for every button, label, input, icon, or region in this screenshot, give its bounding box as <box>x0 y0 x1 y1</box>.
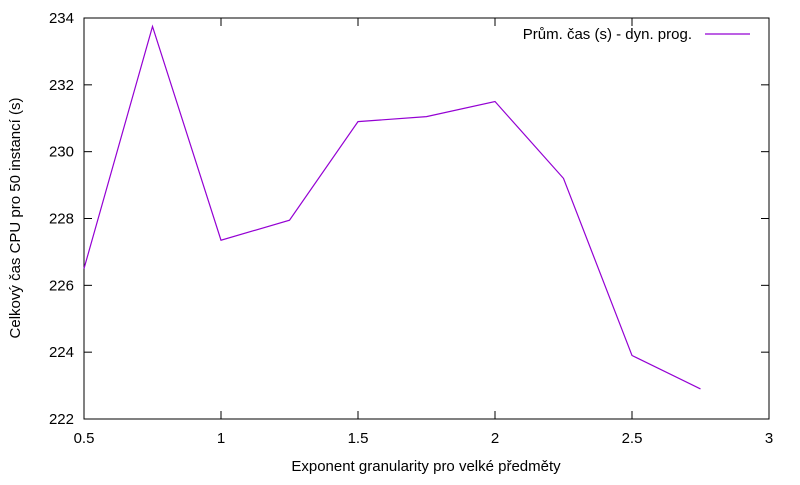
y-axis-label: Celkový čas CPU pro 50 instancí (s) <box>7 98 24 339</box>
y-tick-label: 226 <box>49 277 74 294</box>
y-tick-label: 228 <box>49 211 74 228</box>
series-line <box>83 24 701 390</box>
legend-label: Prům. čas (s) - dyn. prog. <box>523 26 692 43</box>
x-tick-label: 2.5 <box>622 430 643 447</box>
x-tick-label: 1.5 <box>348 430 369 447</box>
y-tick-label: 224 <box>49 344 74 361</box>
y-tick-label: 230 <box>49 144 74 161</box>
series-layer <box>83 24 701 390</box>
x-axis-label: Exponent granularity pro velké předměty <box>291 458 561 475</box>
y-tick-label: 234 <box>49 10 74 27</box>
x-tick-label: 2 <box>491 430 499 447</box>
y-tick-label: 232 <box>49 77 74 94</box>
axis-ticks: 0.5 1 1.5 2 2.5 3 222 224 226 228 230 232 234 <box>49 10 773 447</box>
plot-frame <box>83 17 770 420</box>
x-tick-label: 3 <box>765 430 773 447</box>
y-tick-label: 222 <box>49 411 74 428</box>
x-tick-label: 1 <box>217 430 225 447</box>
x-tick-label: 0.5 <box>74 430 95 447</box>
legend: Prům. čas (s) - dyn. prog. <box>523 26 750 43</box>
